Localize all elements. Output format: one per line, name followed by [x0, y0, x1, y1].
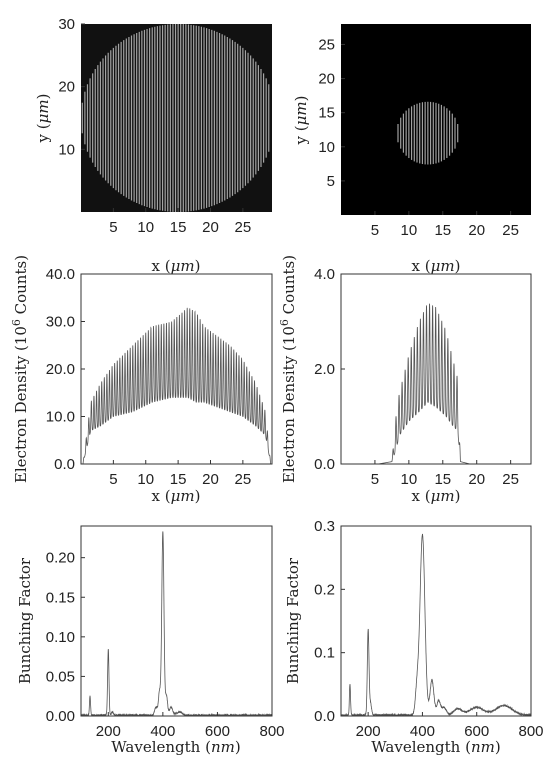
y-tick-label: 0.0	[54, 456, 75, 473]
y-tick-label: 0.05	[46, 668, 75, 685]
y-axis-label: Bunching Factor	[16, 557, 34, 684]
y-tick-label: 0.0	[314, 708, 335, 725]
x-axis-label: x (μm)	[412, 487, 461, 505]
y-tick-label: 15	[318, 105, 335, 122]
y-axis-label: Electron Density (106 Counts)	[10, 255, 31, 483]
x-tick-label: 10	[137, 219, 154, 236]
x-axis-label: x (μm)	[152, 257, 201, 275]
y-tick-label: 0.0	[314, 456, 335, 473]
x-axis-label: x (μm)	[412, 257, 461, 275]
x-tick-label: 800	[259, 723, 284, 740]
y-axis-label: y (μm)	[292, 96, 310, 146]
density-line	[341, 303, 531, 464]
x-tick-label: 25	[235, 219, 252, 236]
y-axis-label: y (μm)	[34, 94, 52, 144]
x-tick-label: 15	[434, 471, 451, 488]
x-tick-label: 25	[502, 222, 519, 239]
y-tick-label: 0.3	[314, 518, 335, 535]
y-tick-label: 25	[318, 36, 335, 53]
x-axis-label: Wavelength (nm)	[111, 738, 240, 756]
panel-4-density-small: 5 10 15 20 25 0.0 2.0 4.0 x (μm) Electron Dens…	[278, 255, 532, 505]
x-tick-label: 600	[205, 723, 230, 740]
y-tick-label: 0.2	[314, 581, 335, 598]
y-tick-label: 20.0	[46, 361, 75, 378]
y-tick-label: 0.20	[46, 550, 75, 567]
x-tick-label: 400	[150, 723, 175, 740]
y-tick-label: 4.0	[314, 266, 335, 283]
y-tick-label: 40.0	[46, 266, 75, 283]
y-tick-label: 10.0	[46, 409, 75, 426]
y-tick-label: 20	[318, 71, 335, 88]
density-line	[81, 307, 272, 464]
y-tick-label: 0.00	[46, 708, 75, 725]
x-tick-label: 25	[502, 471, 519, 488]
x-axis-label: x (μm)	[152, 487, 201, 505]
x-axis-label: Wavelength (nm)	[371, 738, 500, 756]
y-tick-label: 2.0	[314, 361, 335, 378]
bunching-line	[341, 533, 531, 716]
x-tick-label: 25	[235, 471, 252, 488]
x-tick-label: 800	[518, 723, 543, 740]
x-tick-label: 15	[170, 471, 187, 488]
panel-2-spatial-small: 5 10 15 20 25 5 10 15 20 25 x (μm) y (μm)	[292, 24, 531, 275]
y-tick-label: 10	[318, 139, 335, 156]
y-tick-label: 30.0	[46, 314, 75, 331]
axis-frame	[80, 525, 273, 717]
x-tick-label: 10	[401, 222, 418, 239]
x-tick-label: 5	[109, 471, 117, 488]
x-tick-label: 5	[371, 222, 379, 239]
fringe-disk	[81, 24, 270, 212]
panel-1-spatial-full: 5 10 15 20 25 10 20 30 x (μm) y (μm)	[34, 16, 272, 275]
y-axis-label: Electron Density (106 Counts)	[278, 255, 299, 483]
y-tick-label: 10	[58, 141, 75, 158]
y-tick-label: 0.1	[314, 645, 335, 662]
x-tick-label: 600	[464, 723, 489, 740]
x-tick-label: 20	[468, 471, 485, 488]
panel-5-bunching-full: 200 400 600 800 0.00 0.05 0.10 0.15 0.20 Wavele…	[16, 525, 285, 756]
y-tick-label: 0.15	[46, 589, 75, 606]
bunching-line	[81, 531, 272, 716]
fringe-disk	[397, 101, 459, 165]
x-tick-label: 10	[137, 471, 154, 488]
x-tick-label: 5	[371, 471, 379, 488]
x-tick-label: 200	[356, 723, 381, 740]
panel-3-density-full: 5 10 15 20 25 0.0 10.0 20.0 30.0 40.0 x (μm) Ele…	[10, 255, 273, 505]
panel-6-bunching-small: 200 400 600 800 0.0 0.1 0.2 0.3 Wavelength (nm…	[284, 518, 544, 756]
y-tick-label: 30	[58, 16, 75, 33]
x-tick-label: 20	[202, 219, 219, 236]
x-tick-label: 5	[109, 219, 117, 236]
x-tick-label: 15	[170, 219, 187, 236]
x-tick-label: 15	[434, 222, 451, 239]
y-tick-label: 5	[327, 173, 335, 190]
x-tick-label: 20	[468, 222, 485, 239]
x-tick-label: 400	[410, 723, 435, 740]
y-axis-label: Bunching Factor	[284, 557, 302, 684]
y-tick-label: 20	[58, 79, 75, 96]
y-tick-label: 0.10	[46, 629, 75, 646]
axis-frame	[340, 525, 532, 717]
x-tick-label: 200	[96, 723, 121, 740]
x-tick-label: 20	[202, 471, 219, 488]
x-tick-label: 10	[401, 471, 418, 488]
